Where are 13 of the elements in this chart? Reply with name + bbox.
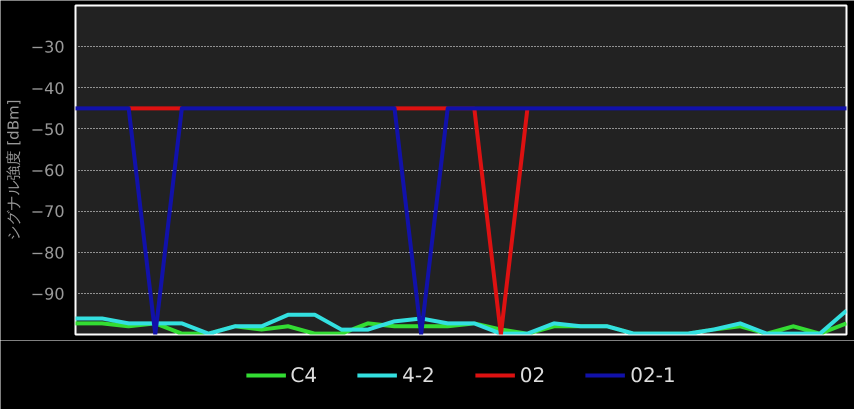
y-axis-title: シグナル強度 [dBm] (4, 100, 23, 240)
y-tick-label: −50 (30, 120, 64, 139)
legend-label: 02 (520, 362, 546, 386)
y-tick-label: −40 (30, 78, 64, 98)
y-tick-label: −70 (30, 202, 64, 222)
y-tick-label: −60 (30, 161, 64, 180)
y-tick-label: −90 (30, 284, 64, 304)
legend-label: 4-2 (402, 362, 435, 386)
legend-label: C4 (290, 362, 318, 386)
legend-label: 02-1 (630, 362, 676, 386)
line-series (76, 308, 846, 334)
y-tick-label: −80 (30, 243, 64, 262)
y-tick-label: −30 (30, 38, 64, 57)
